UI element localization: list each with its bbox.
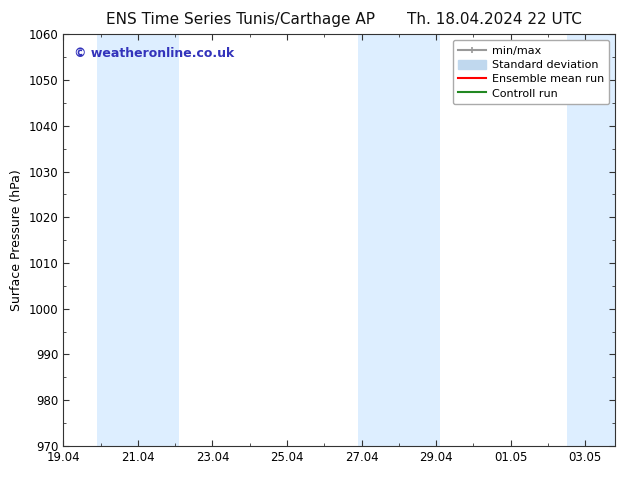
Text: Th. 18.04.2024 22 UTC: Th. 18.04.2024 22 UTC	[407, 12, 582, 27]
Y-axis label: Surface Pressure (hPa): Surface Pressure (hPa)	[10, 169, 23, 311]
Bar	[358, 34, 440, 446]
Legend: min/max, Standard deviation, Ensemble mean run, Controll run: min/max, Standard deviation, Ensemble me…	[453, 40, 609, 104]
Text: © weatheronline.co.uk: © weatheronline.co.uk	[74, 47, 235, 60]
Text: ENS Time Series Tunis/Carthage AP: ENS Time Series Tunis/Carthage AP	[107, 12, 375, 27]
Bar	[97, 34, 179, 446]
Bar	[567, 34, 623, 446]
